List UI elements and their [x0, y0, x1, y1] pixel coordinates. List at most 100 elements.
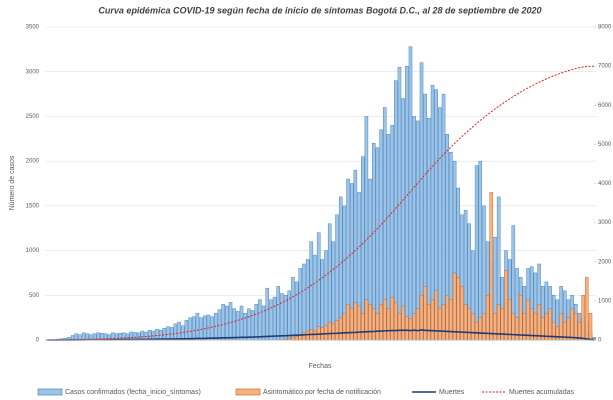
- bar: [309, 241, 314, 341]
- y2-tick-label: 4000: [598, 181, 612, 187]
- bar: [335, 320, 339, 341]
- bar: [331, 323, 336, 341]
- bar: [294, 336, 299, 341]
- bar: [305, 259, 310, 341]
- bar: [588, 312, 593, 341]
- bar: [555, 326, 560, 341]
- bar: [390, 296, 394, 341]
- bar: [474, 321, 479, 341]
- y-tick-label: 2500: [26, 114, 40, 120]
- bar: [408, 46, 413, 341]
- bar: [412, 116, 416, 341]
- bar: [291, 337, 295, 341]
- bar: [353, 302, 358, 341]
- bar: [280, 293, 284, 341]
- bar: [379, 304, 383, 341]
- bar: [327, 321, 332, 341]
- bar: [357, 305, 361, 341]
- legend-label: Muertes acumuladas: [509, 389, 574, 396]
- bar: [294, 281, 299, 341]
- bar: [361, 312, 365, 341]
- bar: [408, 318, 413, 341]
- bar: [166, 326, 170, 341]
- bar: [221, 304, 225, 341]
- y-tick-label: 3000: [26, 69, 40, 75]
- bar: [467, 308, 472, 341]
- bar: [265, 287, 269, 341]
- legend-swatch: [235, 388, 261, 396]
- chart-title: Curva epidémica COVID-19 según fecha de …: [98, 5, 541, 15]
- bar: [375, 312, 380, 341]
- bar: [276, 286, 280, 341]
- bar: [338, 317, 343, 341]
- legend-label: Muertes: [439, 389, 465, 396]
- bar: [548, 308, 552, 341]
- bar: [298, 268, 303, 341]
- bar: [375, 147, 380, 341]
- bar: [283, 295, 288, 341]
- legend-swatch: [37, 388, 63, 396]
- bar: [302, 263, 306, 341]
- bar: [416, 308, 420, 341]
- y2-tick-label: 8000: [598, 25, 612, 31]
- bar: [372, 308, 376, 341]
- bar: [518, 295, 523, 341]
- y2-tick-label: 1000: [598, 298, 612, 304]
- bar: [452, 272, 457, 341]
- line: [46, 65, 595, 341]
- bar: [361, 156, 365, 341]
- bar: [313, 254, 317, 341]
- bar: [449, 299, 453, 341]
- bar: [434, 290, 438, 341]
- bar: [581, 295, 585, 341]
- bar: [537, 304, 541, 341]
- bar: [368, 304, 372, 341]
- bar: [386, 308, 391, 341]
- bar: [291, 277, 295, 341]
- bar: [526, 299, 530, 341]
- bar: [177, 321, 181, 341]
- bar: [482, 312, 486, 341]
- bar: [236, 311, 240, 341]
- bar: [188, 317, 192, 341]
- bar: [199, 317, 203, 341]
- bar: [394, 80, 398, 341]
- bar: [155, 329, 159, 341]
- bar: [247, 308, 251, 341]
- bar: [511, 312, 516, 341]
- bar: [349, 308, 354, 341]
- bar: [210, 316, 214, 341]
- bar: [324, 325, 328, 341]
- y2-tick-label: 6000: [598, 103, 612, 109]
- x-axis-label: Fechas: [309, 363, 332, 370]
- bar: [195, 312, 200, 341]
- bar: [412, 312, 416, 341]
- bar: [500, 308, 505, 341]
- bar: [405, 316, 409, 341]
- bar: [346, 304, 350, 341]
- bar: [272, 296, 277, 341]
- bar: [342, 312, 347, 341]
- bar: [162, 328, 167, 341]
- bar: [239, 305, 244, 341]
- bar: [81, 332, 86, 341]
- bar: [504, 270, 508, 341]
- bar: [493, 312, 497, 341]
- bar: [364, 299, 369, 341]
- y-tick-label: 3500: [26, 25, 40, 31]
- bar: [574, 312, 578, 341]
- bar: [254, 304, 258, 341]
- y2-tick-label: 3000: [598, 220, 612, 226]
- legend-label: Asintomático por fecha de notificación: [263, 389, 381, 396]
- bar: [397, 312, 402, 341]
- bar: [438, 308, 442, 341]
- bar: [203, 315, 207, 341]
- y2-tick-label: 5000: [598, 142, 612, 148]
- bar: [471, 312, 475, 341]
- bar: [401, 305, 405, 341]
- bar: [515, 317, 519, 341]
- bar: [427, 304, 431, 341]
- y-tick-label: 2000: [26, 159, 40, 165]
- bar: [423, 286, 427, 341]
